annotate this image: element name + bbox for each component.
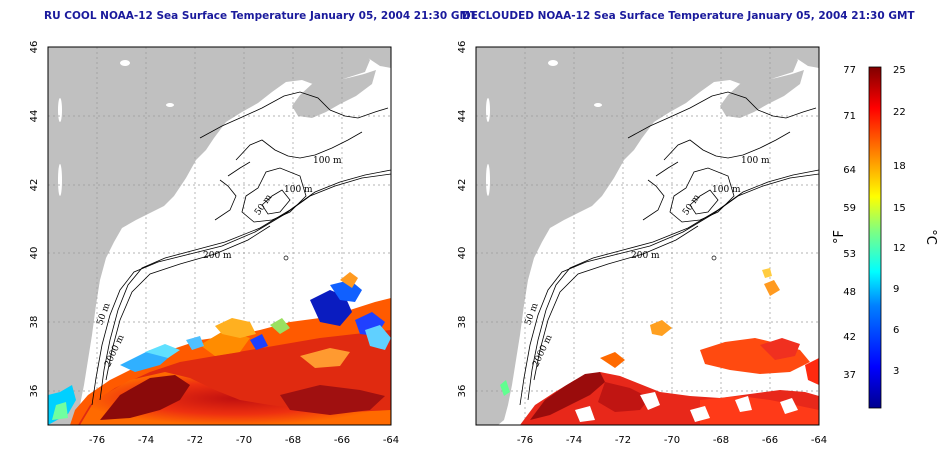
left-map: 100 m 100 m 50 m 200 m 50 m 2000 m -76 -… bbox=[29, 41, 399, 446]
c-tick-label: 6 bbox=[893, 325, 899, 336]
f-tick-label: 42 bbox=[843, 332, 856, 343]
lake bbox=[58, 98, 62, 122]
x-tick-label: -72 bbox=[615, 435, 631, 446]
map-frame bbox=[475, 46, 820, 426]
bathymetry-contours bbox=[91, 91, 392, 406]
land-mass bbox=[48, 47, 370, 425]
nova-scotia bbox=[292, 70, 376, 118]
c-tick-label: 18 bbox=[893, 161, 906, 172]
y-tick-label: 44 bbox=[457, 110, 468, 123]
colorbar: 77 71 64 59 53 48 42 37 25 22 18 15 12 9… bbox=[832, 65, 938, 409]
sst-field-declouded bbox=[500, 268, 819, 425]
bathymetry-contours bbox=[519, 91, 820, 406]
c-tick-label: 3 bbox=[893, 366, 899, 377]
f-tick-label: 53 bbox=[843, 249, 856, 260]
y-tick-label: 40 bbox=[457, 247, 468, 260]
contour-label: 100 m bbox=[741, 156, 770, 166]
fahrenheit-ticks: 77 71 64 59 53 48 42 37 bbox=[843, 65, 856, 381]
lake bbox=[486, 98, 490, 122]
c-tick-label: 9 bbox=[893, 284, 899, 295]
left-map-title: RU COOL NOAA-12 Sea Surface Temperature … bbox=[44, 10, 478, 22]
seamount bbox=[283, 255, 289, 261]
lake bbox=[120, 60, 130, 66]
f-tick-label: 37 bbox=[843, 370, 856, 381]
x-tick-label: -76 bbox=[89, 435, 105, 446]
x-tick-label: -70 bbox=[664, 435, 680, 446]
y-tick-label: 46 bbox=[457, 41, 468, 54]
y-tick-label: 38 bbox=[29, 316, 40, 329]
right-map: 100 m 100 m 50 m 200 m 50 m 2000 m -76 -… bbox=[457, 41, 827, 446]
sst-field bbox=[48, 272, 391, 425]
contour-label: 100 m bbox=[712, 185, 741, 195]
lake bbox=[58, 164, 62, 196]
colorbar-scale bbox=[868, 66, 882, 409]
f-tick-label: 77 bbox=[843, 65, 856, 76]
contour-label: 200 m bbox=[631, 251, 660, 261]
c-tick-label: 25 bbox=[893, 65, 906, 76]
nova-scotia bbox=[720, 70, 804, 118]
contour-label: 100 m bbox=[313, 156, 342, 166]
y-axis-ticks: 36 38 40 42 44 46 bbox=[457, 41, 468, 398]
f-tick-label: 59 bbox=[843, 203, 856, 214]
y-tick-label: 38 bbox=[457, 316, 468, 329]
x-axis-ticks: -76 -74 -72 -70 -68 -66 -64 bbox=[89, 435, 399, 446]
y-tick-label: 36 bbox=[457, 385, 468, 398]
x-tick-label: -74 bbox=[138, 435, 154, 446]
y-tick-label: 42 bbox=[457, 179, 468, 192]
newfoundland-tip bbox=[783, 47, 819, 68]
y-tick-label: 46 bbox=[29, 41, 40, 54]
celsius-ticks: 25 22 18 15 12 9 6 3 bbox=[893, 65, 906, 377]
fahrenheit-label: °F bbox=[832, 230, 847, 244]
lake bbox=[594, 103, 602, 107]
newfoundland-tip bbox=[355, 47, 391, 68]
contour-label: 200 m bbox=[203, 251, 232, 261]
x-tick-label: -76 bbox=[517, 435, 533, 446]
celsius-label: °C bbox=[923, 229, 938, 245]
land-mass bbox=[476, 47, 798, 425]
contour-label: 100 m bbox=[284, 185, 313, 195]
f-tick-label: 48 bbox=[843, 287, 856, 298]
c-tick-label: 22 bbox=[893, 107, 906, 118]
x-tick-label: -74 bbox=[566, 435, 582, 446]
x-axis-ticks: -76 -74 -72 -70 -68 -66 -64 bbox=[517, 435, 827, 446]
lake bbox=[486, 164, 490, 196]
x-tick-label: -72 bbox=[187, 435, 203, 446]
x-tick-label: -68 bbox=[713, 435, 729, 446]
x-tick-label: -64 bbox=[811, 435, 827, 446]
lake bbox=[166, 103, 174, 107]
right-map-title: DECLOUDED NOAA-12 Sea Surface Temperatur… bbox=[462, 10, 915, 22]
c-tick-label: 15 bbox=[893, 203, 906, 214]
map-frame bbox=[47, 46, 392, 426]
f-tick-label: 71 bbox=[843, 111, 856, 122]
y-tick-label: 36 bbox=[29, 385, 40, 398]
y-tick-label: 40 bbox=[29, 247, 40, 260]
x-tick-label: -66 bbox=[334, 435, 350, 446]
y-axis-ticks: 36 38 40 42 44 46 bbox=[29, 41, 40, 398]
x-tick-label: -70 bbox=[236, 435, 252, 446]
c-tick-label: 12 bbox=[893, 243, 906, 254]
x-tick-label: -64 bbox=[383, 435, 399, 446]
y-tick-label: 44 bbox=[29, 110, 40, 123]
f-tick-label: 64 bbox=[843, 165, 856, 176]
lake bbox=[548, 60, 558, 66]
y-tick-label: 42 bbox=[29, 179, 40, 192]
x-tick-label: -66 bbox=[762, 435, 778, 446]
x-tick-label: -68 bbox=[285, 435, 301, 446]
seamount bbox=[711, 255, 717, 261]
